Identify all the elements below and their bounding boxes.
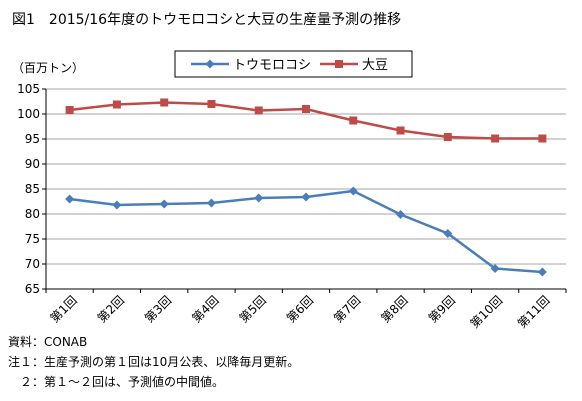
x-tick-label: 第11回 xyxy=(515,293,553,331)
y-tick-label: 80 xyxy=(25,207,40,221)
y-tick-label: 105 xyxy=(17,82,40,96)
x-tick-label: 第10回 xyxy=(468,293,506,331)
x-tick-label: 第8回 xyxy=(378,293,410,325)
legend-label-1: トウモロコシ xyxy=(233,58,311,73)
data-point xyxy=(490,264,500,273)
data-point xyxy=(396,126,405,135)
data-point xyxy=(301,192,311,202)
data-point xyxy=(348,186,358,196)
data-point xyxy=(349,116,358,125)
data-point xyxy=(207,100,216,108)
legend-label-2: 大豆 xyxy=(362,58,388,73)
data-point xyxy=(112,200,122,210)
data-point xyxy=(491,134,500,143)
data-point xyxy=(538,134,547,143)
data-point xyxy=(206,198,216,208)
y-tick-label: 70 xyxy=(25,257,40,271)
x-tick-label: 第9回 xyxy=(426,293,458,325)
data-point xyxy=(254,106,263,115)
x-tick-label: 第6回 xyxy=(284,293,316,325)
x-tick-label: 第1回 xyxy=(47,293,79,325)
data-point xyxy=(443,229,453,238)
series-group xyxy=(65,98,547,277)
y-tick-label: 85 xyxy=(25,182,40,196)
data-point xyxy=(160,98,169,107)
data-point xyxy=(112,100,121,109)
data-point xyxy=(537,267,547,277)
data-point xyxy=(443,133,452,141)
x-tick-label: 第5回 xyxy=(237,293,269,325)
data-point xyxy=(65,106,74,114)
y-tick-label: 100 xyxy=(17,107,40,121)
legend-marker xyxy=(205,59,215,69)
axes: 65 70 75 80 85 90 95 100 105 第1回 第2回 第3回 第4回 第5回 第6回 第7… xyxy=(17,82,567,331)
legend-marker xyxy=(335,60,343,68)
y-axis-label: （百万トン） xyxy=(12,61,84,75)
y-tick-label: 75 xyxy=(25,232,40,246)
note-2: ２：第１～２回は、予測値の中間値。 xyxy=(8,374,224,389)
grid-lines xyxy=(46,88,566,290)
legend: トウモロコシ 大豆 xyxy=(191,58,388,73)
x-tick-label: 第4回 xyxy=(189,293,221,325)
series-line-1 xyxy=(69,189,543,274)
x-tick-label: 第7回 xyxy=(331,293,363,325)
source-note: 資料：CONAB xyxy=(8,335,87,349)
data-point xyxy=(159,199,169,209)
x-tick-label: 第3回 xyxy=(142,293,174,325)
y-tick-label: 65 xyxy=(25,282,40,296)
y-tick-label: 90 xyxy=(25,157,40,171)
data-point xyxy=(65,194,75,204)
chart-title: 図1 2015/16年度のトウモロコシと大豆の生産量予測の推移 xyxy=(12,12,401,28)
data-point xyxy=(396,210,406,219)
note-1: 注１：生産予測の第１回は10月公表、以降毎月更新。 xyxy=(8,354,299,369)
data-point xyxy=(302,105,310,113)
data-point xyxy=(254,193,264,203)
x-tick-label: 第2回 xyxy=(95,293,127,325)
y-tick-label: 95 xyxy=(25,132,40,146)
